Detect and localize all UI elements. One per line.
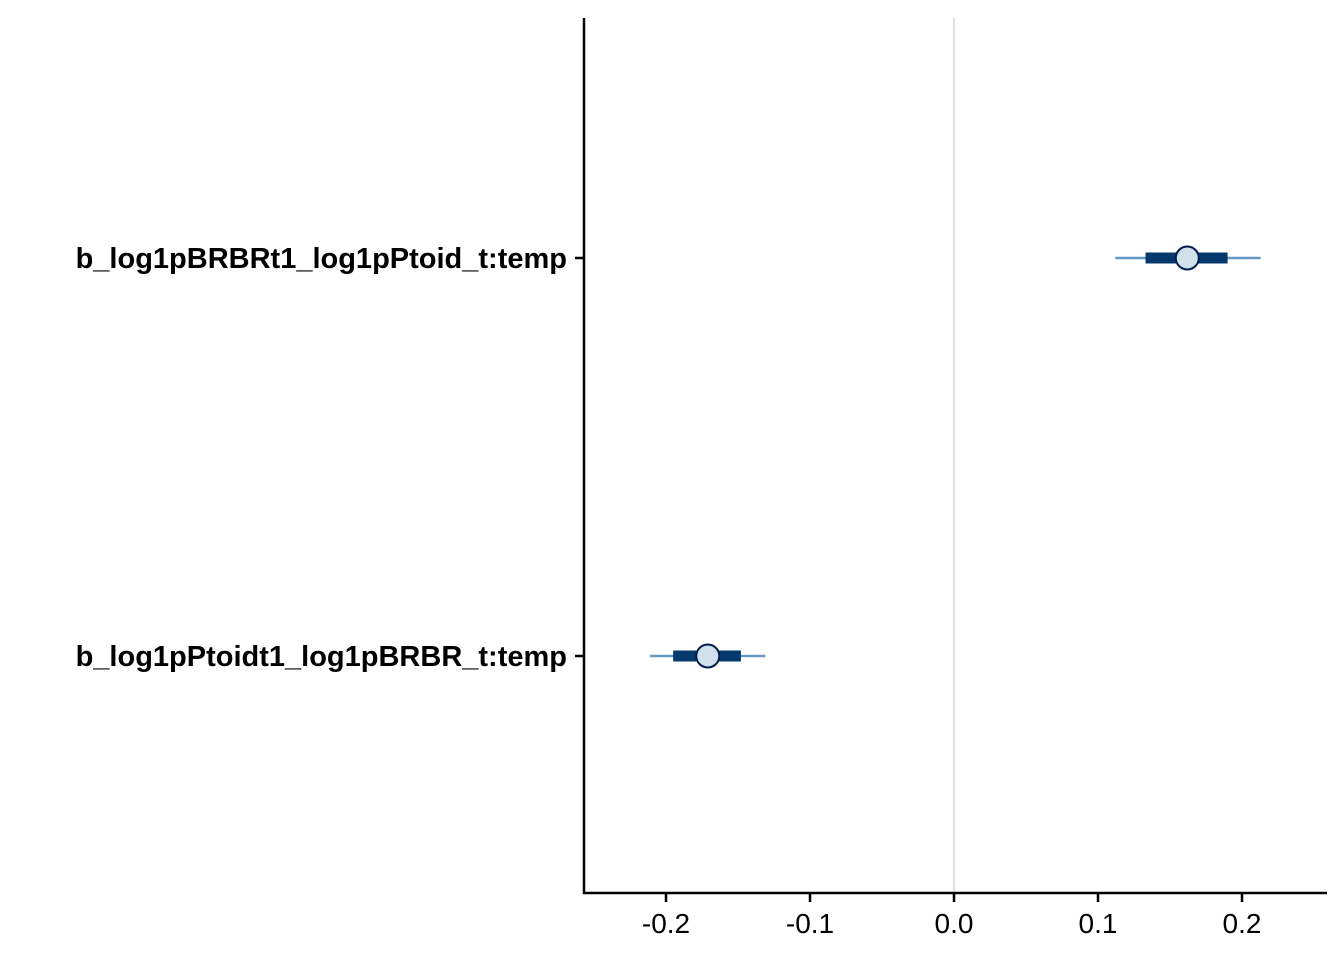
- y-axis-labels: b_log1pBRBRt1_log1pPtoid_t:temp b_log1pPt…: [76, 243, 567, 673]
- point-estimate-0: [1174, 245, 1200, 271]
- x-tick-label-4: 0.2: [1223, 908, 1262, 939]
- x-tick-label-3: 0.1: [1079, 908, 1118, 939]
- x-tick-label-0: -0.2: [642, 908, 690, 939]
- x-tick-label-1: -0.1: [786, 908, 834, 939]
- interval-marks: [650, 245, 1261, 669]
- point-estimate-1: [695, 643, 721, 669]
- y-tick-label-1: b_log1pPtoidt1_log1pBRBR_t:temp: [76, 641, 567, 673]
- x-axis-ticks: [664, 893, 1244, 902]
- x-tick-label-2: 0.0: [935, 908, 974, 939]
- y-tick-label-0: b_log1pBRBRt1_log1pPtoid_t:temp: [76, 243, 567, 275]
- x-axis-labels: -0.2 -0.1 0.0 0.1 0.2: [642, 908, 1262, 939]
- y-axis-ticks: [575, 256, 584, 658]
